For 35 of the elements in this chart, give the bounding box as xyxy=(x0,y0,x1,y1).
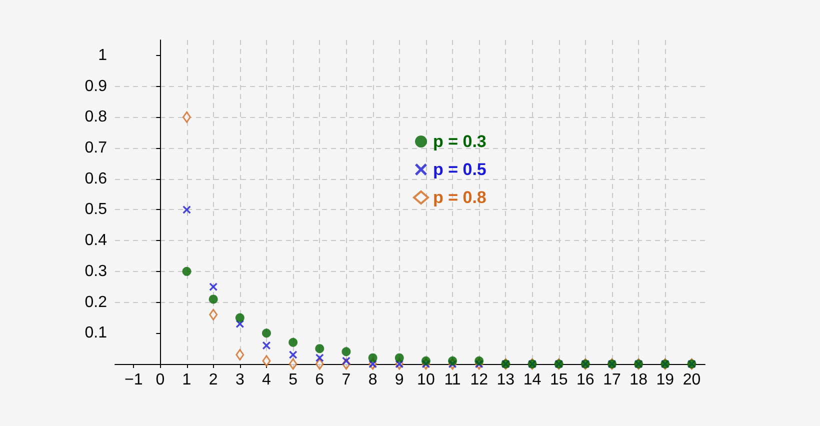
y-tick-label: 0.9 xyxy=(84,78,108,95)
x-tick-label: 9 xyxy=(394,372,404,388)
x-tick-label: 16 xyxy=(576,372,594,388)
y-tick-label: 0.2 xyxy=(84,294,108,311)
x-tick-label: 17 xyxy=(603,372,621,388)
y-tick-label: 0.5 xyxy=(84,201,108,218)
legend-label: p = 0.5 xyxy=(433,160,486,179)
legend-label: p = 0.8 xyxy=(433,188,486,207)
x-tick-label: 19 xyxy=(656,372,674,388)
x-tick-label: 20 xyxy=(682,372,701,388)
x-tick-label: 5 xyxy=(288,372,298,388)
x-tick-label: 7 xyxy=(342,372,351,388)
x-tick-label: 0 xyxy=(156,372,165,388)
x-tick-label: 15 xyxy=(550,372,568,388)
x-tick-label: 10 xyxy=(417,372,435,388)
x-tick-label: 8 xyxy=(368,372,378,388)
x-tick-label: 11 xyxy=(444,372,461,388)
x-tick-label: 14 xyxy=(523,372,542,388)
y-tick-label: 0.6 xyxy=(84,170,108,188)
y-tick-label: 1 xyxy=(98,46,108,64)
x-tick-label: 6 xyxy=(315,372,324,388)
x-tick-label: −1 xyxy=(124,372,143,388)
x-tick-label: 13 xyxy=(496,372,515,388)
x-tick-label: 4 xyxy=(262,372,272,388)
y-tick-label: 0.1 xyxy=(84,324,108,342)
x-tick-label: 2 xyxy=(208,372,218,388)
y-tick-label: 0.7 xyxy=(84,140,108,156)
legend-label: p = 0.3 xyxy=(433,132,486,151)
y-tick-label: 0.4 xyxy=(84,232,108,250)
y-tick-label: 0.8 xyxy=(84,108,108,126)
x-tick-label: 12 xyxy=(470,372,488,388)
x-tick-label: 18 xyxy=(630,372,648,388)
x-tick-label: 3 xyxy=(235,372,244,388)
x-tick-label: 1 xyxy=(182,372,192,388)
y-tick-label: 0.3 xyxy=(84,262,108,280)
